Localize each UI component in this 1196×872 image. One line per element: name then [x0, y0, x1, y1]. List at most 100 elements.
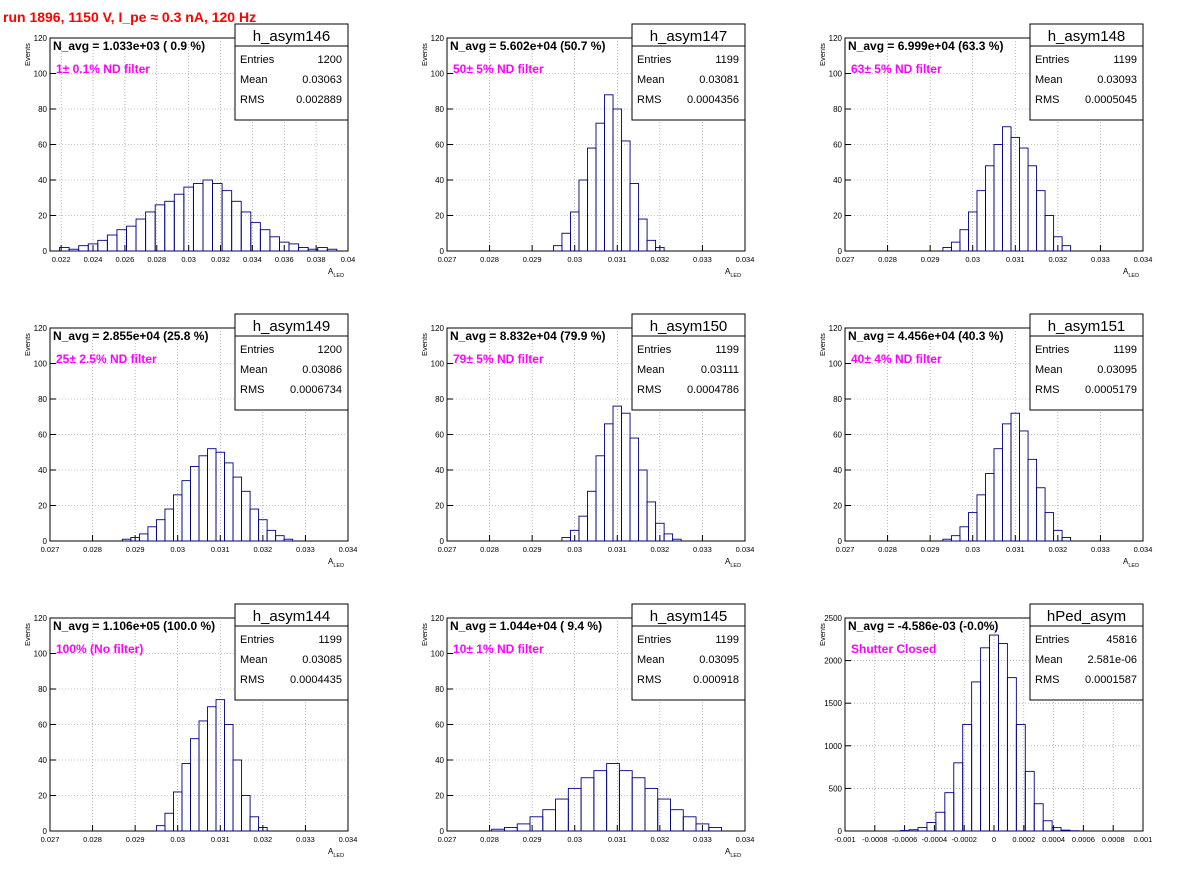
histogram-bin — [1042, 820, 1053, 832]
histogram-bin — [224, 724, 234, 832]
histogram-bin — [68, 248, 80, 252]
x-axis-title-sub: LED — [730, 853, 741, 859]
x-axis-title-sub: LED — [333, 563, 344, 569]
histogram-panel-h_asym145: 0 20 40 60 80 100 120 0.027 0.028 0.029 0.03 0.031 0… — [420, 603, 754, 859]
x-axis-title-sub: LED — [1128, 563, 1139, 569]
histogram-bin — [97, 239, 108, 252]
filter-label: 40± 4% ND filter — [851, 352, 942, 366]
histogram-bin — [950, 535, 961, 542]
histogram-name: h_asym147 — [650, 28, 728, 45]
y-tick-label: 60 — [38, 431, 47, 440]
histogram-bin — [621, 412, 631, 542]
x-tick-label: 0.031 — [1006, 545, 1025, 554]
y-tick-label: 80 — [833, 395, 842, 404]
histogram-bin — [1036, 487, 1046, 542]
x-tick-label: 0.029 — [523, 835, 542, 844]
x-tick-label: 0.027 — [836, 255, 855, 264]
histogram-bin — [959, 526, 969, 542]
y-tick-label: 60 — [833, 141, 842, 150]
histogram-bin — [529, 816, 544, 832]
y-tick-label: 40 — [38, 466, 47, 475]
stats-label: RMS — [240, 674, 264, 686]
x-tick-label: 0.038 — [307, 255, 326, 264]
x-tick-label: 0.028 — [480, 835, 499, 844]
navg-label: N_avg = 2.855e+04 (25.8 %) — [53, 329, 208, 343]
histogram-bin — [231, 200, 242, 252]
y-axis-title: Events — [818, 623, 827, 646]
stats-value: 0.0005179 — [1085, 384, 1137, 396]
histogram-bin — [646, 239, 657, 252]
stats-value: 1200 — [318, 344, 342, 356]
histogram-bin — [578, 515, 588, 542]
y-tick-label: 120 — [431, 614, 445, 623]
stats-value: 1199 — [715, 54, 739, 66]
histogram-bin — [241, 490, 251, 542]
x-tick-label: -0.0006 — [892, 835, 917, 844]
stats-label: RMS — [1035, 674, 1059, 686]
x-tick-label: 0.028 — [480, 255, 499, 264]
histogram-bin — [317, 246, 328, 252]
stats-box — [631, 23, 746, 121]
x-tick-label: 0.033 — [1091, 545, 1110, 554]
histogram-bin — [59, 246, 70, 252]
y-tick-label: 100 — [431, 650, 445, 659]
x-axis-title-sub: LED — [333, 853, 344, 859]
histogram-bin — [181, 480, 191, 542]
x-tick-label: 0.027 — [41, 545, 60, 554]
histogram-bin — [621, 140, 631, 252]
y-tick-label: 80 — [435, 395, 444, 404]
y-tick-label: 20 — [435, 792, 444, 801]
histogram-bin — [232, 476, 243, 542]
y-tick-label: 0 — [43, 537, 48, 546]
histogram-bin — [232, 759, 243, 832]
x-tick-label: 0.032 — [211, 255, 230, 264]
histogram-bin — [998, 643, 1008, 832]
histogram-bin — [126, 225, 137, 252]
histogram-name: h_asym149 — [253, 318, 331, 335]
run-title: run 1896, 1150 V, I_pe ≈ 0.3 nA, 120 Hz — [3, 9, 257, 25]
x-tick-label: 0.034 — [339, 545, 358, 554]
histogram-bin — [672, 538, 682, 542]
histogram-bin — [1053, 236, 1063, 252]
x-tick-label: 0.032 — [1048, 255, 1067, 264]
histogram-bin — [1053, 529, 1063, 542]
stats-value: 0.03095 — [699, 654, 739, 666]
histogram-bin — [1036, 190, 1046, 252]
x-tick-label: 0.032 — [650, 835, 669, 844]
y-tick-label: 0 — [440, 827, 445, 836]
histogram-bin — [926, 822, 937, 832]
y-tick-label: 100 — [34, 650, 48, 659]
y-tick-label: 0 — [440, 247, 445, 256]
y-tick-label: 0 — [43, 247, 48, 256]
histogram-bin — [682, 816, 697, 832]
histogram-bin — [192, 183, 204, 252]
histogram-name: h_asym148 — [1048, 28, 1126, 45]
y-tick-label: 80 — [435, 685, 444, 694]
y-tick-label: 100 — [431, 360, 445, 369]
x-tick-label: 0.033 — [693, 255, 712, 264]
y-tick-label: 0 — [43, 827, 48, 836]
x-tick-label: 0.034 — [736, 545, 755, 554]
stats-value: 0.03111 — [701, 364, 739, 376]
histogram-bin — [993, 144, 1003, 252]
stats-label: Mean — [240, 364, 268, 376]
histogram-name: h_asym145 — [650, 608, 728, 625]
stats-label: Entries — [637, 634, 672, 646]
x-axis-title-main: A — [328, 267, 334, 276]
y-tick-label: 40 — [435, 176, 444, 185]
stats-box — [1029, 313, 1144, 411]
stats-label: Entries — [240, 344, 275, 356]
y-tick-label: 100 — [829, 70, 843, 79]
x-axis-title: ALED — [328, 557, 344, 569]
histogram-bin — [587, 147, 597, 252]
histogram-bin — [279, 241, 290, 252]
histogram-bin — [283, 538, 294, 542]
stats-value: 1199 — [1113, 54, 1137, 66]
x-tick-label: 0.0008 — [1102, 835, 1125, 844]
histogram-bin — [298, 246, 309, 252]
histogram-bin — [663, 533, 674, 542]
x-tick-label: 0.03 — [567, 835, 582, 844]
histogram-bin — [980, 647, 990, 832]
histogram-bin — [1051, 827, 1062, 832]
y-tick-label: 500 — [829, 784, 843, 793]
